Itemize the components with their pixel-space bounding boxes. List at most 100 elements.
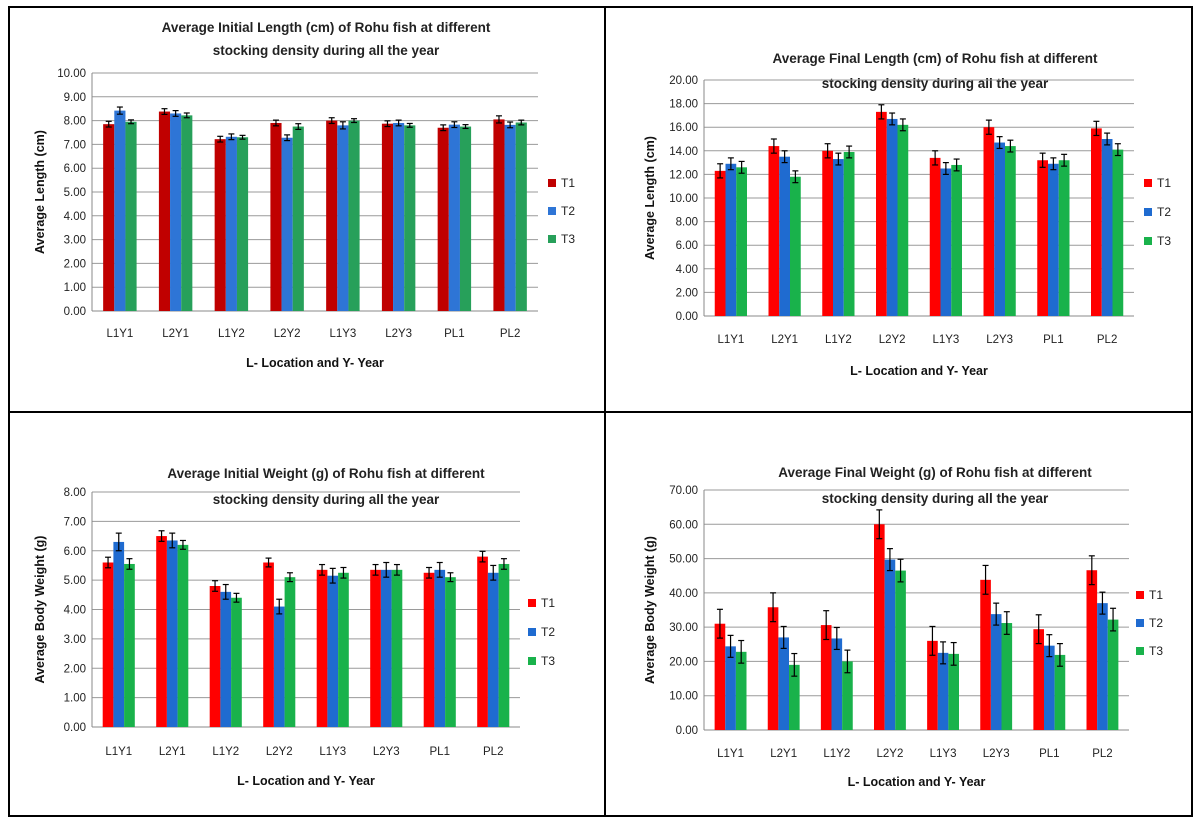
x-tick-label: L1Y1 xyxy=(106,328,133,340)
x-tick-label: L2Y3 xyxy=(983,748,1010,760)
bar-t2-l1y2 xyxy=(831,638,843,730)
x-tick-label: L2Y1 xyxy=(771,334,798,346)
x-tick-label: L2Y2 xyxy=(877,748,904,760)
bar-t1-l2y1 xyxy=(156,536,167,727)
x-tick-label: L2Y1 xyxy=(159,746,186,758)
bar-t1-l2y3 xyxy=(983,127,995,316)
bar-t2-l2y3 xyxy=(393,122,405,311)
bar-t1-l1y3 xyxy=(929,157,941,316)
legend-swatch-t3 xyxy=(1136,647,1144,655)
chart-initial-length: Average Initial Length (cm) of Rohu fish… xyxy=(33,20,575,370)
bar-t1-pl2 xyxy=(1091,128,1102,316)
bar-t2-l1y1 xyxy=(725,163,737,316)
bar-t1-pl2 xyxy=(1086,570,1098,730)
bar-t3-l1y3 xyxy=(951,164,962,316)
bar-t2-l1y3 xyxy=(937,652,949,730)
x-tick-label: L1Y2 xyxy=(218,328,245,340)
chart-initial-weight: Average Initial Weight (g) of Rohu fish … xyxy=(33,466,555,788)
x-tick-label: L2Y3 xyxy=(373,746,400,758)
y-tick-label: 1.00 xyxy=(64,282,86,294)
bar-t1-pl1 xyxy=(437,127,449,312)
bar-t3-l1y1 xyxy=(736,167,747,316)
bar-t2-pl2 xyxy=(504,124,516,311)
chart-title-line: Average Initial Weight (g) of Rohu fish … xyxy=(167,466,485,481)
legend-label-t1: T1 xyxy=(541,596,555,610)
bar-t1-l2y2 xyxy=(876,111,887,316)
bar-t1-pl1 xyxy=(1037,160,1048,316)
y-tick-label: 20.00 xyxy=(669,75,698,87)
bar-t1-l1y1 xyxy=(714,170,726,316)
y-tick-label: 8.00 xyxy=(676,217,698,229)
x-axis-title: L- Location and Y- Year xyxy=(246,356,384,370)
y-tick-label: 2.00 xyxy=(64,663,86,675)
bar-t1-l1y1 xyxy=(714,623,726,730)
chart-panel-final-weight: Average Final Weight (g) of Rohu fish at… xyxy=(624,461,1185,802)
bar-t2-pl1 xyxy=(1048,163,1059,316)
bar-t2-l1y1 xyxy=(113,541,125,727)
y-tick-label: 0.00 xyxy=(676,311,698,323)
legend-swatch-t2 xyxy=(548,207,556,215)
chart-final-length: Average Final Length (cm) of Rohu fish a… xyxy=(643,51,1171,378)
bar-t3-l1y2 xyxy=(843,151,855,316)
x-tick-label: L1Y2 xyxy=(823,748,850,760)
bar-t3-l2y1 xyxy=(177,544,189,727)
legend-swatch-t3 xyxy=(1144,237,1152,245)
x-tick-label: PL2 xyxy=(483,746,503,758)
x-tick-label: L2Y1 xyxy=(162,328,189,340)
bar-t1-pl2 xyxy=(477,556,488,727)
bar-t3-pl1 xyxy=(445,577,456,727)
bar-t1-l1y2 xyxy=(822,150,833,316)
y-tick-label: 12.00 xyxy=(669,169,698,181)
x-axis-title: L- Location and Y- Year xyxy=(848,775,986,789)
x-tick-label: PL2 xyxy=(500,328,520,340)
bar-t3-l2y2 xyxy=(292,126,304,311)
bar-t3-pl2 xyxy=(515,122,527,311)
legend-label-t1: T1 xyxy=(1157,176,1171,190)
legend-swatch-t1 xyxy=(1136,591,1144,599)
x-tick-label: L2Y2 xyxy=(266,746,293,758)
x-tick-label: L1Y3 xyxy=(319,746,346,758)
legend-label-t2: T2 xyxy=(1149,616,1163,630)
bar-t2-l2y2 xyxy=(886,118,898,316)
bar-t1-l2y2 xyxy=(263,562,274,727)
legend-swatch-t1 xyxy=(548,179,556,187)
frame-middle-line xyxy=(8,411,1193,413)
legend-swatch-t2 xyxy=(528,628,536,636)
y-tick-label: 70.00 xyxy=(669,485,698,497)
y-tick-label: 40.00 xyxy=(669,588,698,600)
legend-label-t2: T2 xyxy=(1157,205,1171,219)
y-tick-label: 4.00 xyxy=(64,605,86,617)
chart-title-line: Average Final Weight (g) of Rohu fish at… xyxy=(778,465,1092,480)
x-tick-label: L2Y2 xyxy=(274,328,301,340)
bar-t1-l2y2 xyxy=(270,122,282,311)
bar-t2-l2y3 xyxy=(990,614,1002,730)
bar-t2-l1y1 xyxy=(725,646,736,730)
bar-t2-l2y2 xyxy=(281,137,293,311)
legend-label-t1: T1 xyxy=(1149,588,1163,602)
y-tick-label: 50.00 xyxy=(669,554,698,566)
bar-t2-l2y2 xyxy=(273,606,285,727)
legend-swatch-t3 xyxy=(528,657,536,665)
y-tick-label: 8.00 xyxy=(64,116,86,128)
bar-t1-l1y3 xyxy=(316,569,328,727)
bar-t3-l1y1 xyxy=(735,651,747,730)
x-tick-label: L2Y3 xyxy=(385,328,412,340)
bar-t3-l1y3 xyxy=(948,653,959,730)
x-axis-title: L- Location and Y- Year xyxy=(237,774,375,788)
y-tick-label: 2.00 xyxy=(676,287,698,299)
y-tick-label: 4.00 xyxy=(676,264,698,276)
y-tick-label: 1.00 xyxy=(64,693,86,705)
bar-t2-l1y1 xyxy=(114,110,126,311)
bar-t1-pl1 xyxy=(1033,629,1044,730)
x-tick-label: L1Y3 xyxy=(930,748,957,760)
x-tick-label: PL1 xyxy=(1043,334,1063,346)
y-tick-label: 20.00 xyxy=(669,656,698,668)
bar-t1-l2y2 xyxy=(874,524,885,730)
bar-t1-l1y1 xyxy=(102,562,114,727)
y-tick-label: 3.00 xyxy=(64,235,86,247)
x-tick-label: PL2 xyxy=(1097,334,1117,346)
bar-t2-l2y1 xyxy=(166,540,178,727)
legend-label-t2: T2 xyxy=(561,204,575,218)
frame-top-line xyxy=(8,6,1193,8)
y-tick-label: 5.00 xyxy=(64,187,86,199)
